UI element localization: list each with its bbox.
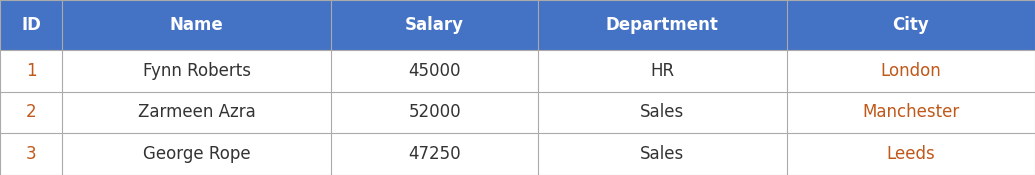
Text: Salary: Salary bbox=[405, 16, 465, 34]
Text: Department: Department bbox=[605, 16, 719, 34]
Text: 1: 1 bbox=[26, 62, 36, 80]
FancyBboxPatch shape bbox=[0, 0, 1035, 50]
Text: 47250: 47250 bbox=[409, 145, 461, 163]
FancyBboxPatch shape bbox=[0, 133, 1035, 175]
FancyBboxPatch shape bbox=[0, 92, 1035, 133]
Text: Sales: Sales bbox=[641, 103, 684, 121]
Text: Leeds: Leeds bbox=[886, 145, 936, 163]
Text: 52000: 52000 bbox=[409, 103, 461, 121]
Text: HR: HR bbox=[650, 62, 675, 80]
Text: London: London bbox=[881, 62, 941, 80]
Text: 3: 3 bbox=[26, 145, 36, 163]
Text: George Rope: George Rope bbox=[143, 145, 250, 163]
FancyBboxPatch shape bbox=[0, 50, 1035, 92]
Text: City: City bbox=[892, 16, 929, 34]
Text: ID: ID bbox=[21, 16, 41, 34]
Text: Zarmeen Azra: Zarmeen Azra bbox=[138, 103, 256, 121]
Text: Sales: Sales bbox=[641, 145, 684, 163]
Text: 2: 2 bbox=[26, 103, 36, 121]
Text: Manchester: Manchester bbox=[862, 103, 959, 121]
Text: 45000: 45000 bbox=[409, 62, 461, 80]
Text: Name: Name bbox=[170, 16, 224, 34]
Text: Fynn Roberts: Fynn Roberts bbox=[143, 62, 250, 80]
